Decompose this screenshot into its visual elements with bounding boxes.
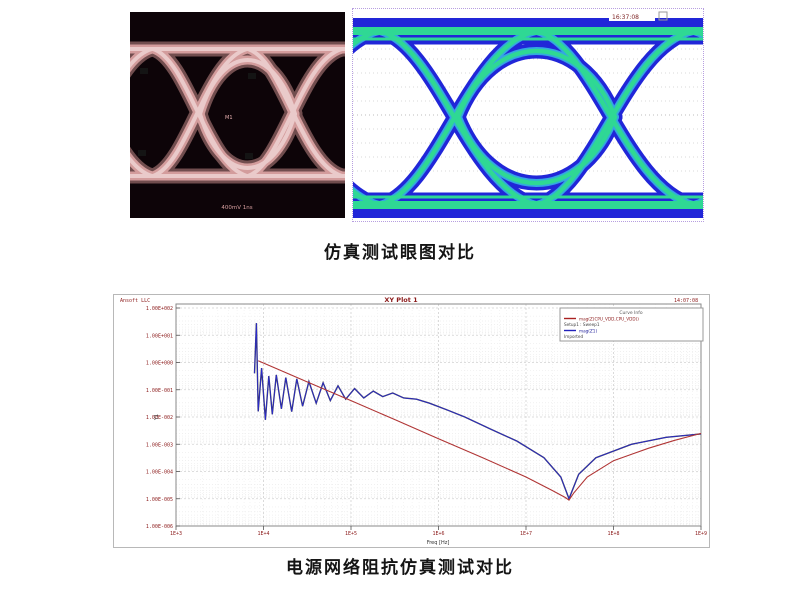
x-tick-label: 1E+3 — [170, 531, 182, 537]
eye-center-readout: M1 — [225, 115, 233, 121]
y-tick-label: 1.00E-005 — [146, 497, 173, 503]
series-line — [254, 323, 702, 500]
y-tick-label: 1.00E+000 — [146, 361, 173, 367]
cursor-markers — [138, 68, 256, 159]
legend-entry-2: mag(Z1) — [579, 329, 597, 334]
legend: Curve Info mag(Z(CPU_VDD,CPU_VDD)) Setup… — [559, 307, 704, 342]
y-tick-label: 1.00E-002 — [146, 415, 173, 421]
measured-eye-svg: M1 400mV 1ns — [130, 12, 345, 218]
xy-plot-svg: 1.00E+002 1.00E+001 1.00E+000 1.00E-001 1.00… — [120, 296, 707, 546]
simulated-eye-diagram: 16:37:08 — [352, 8, 704, 222]
legend-header: Curve Info — [619, 310, 642, 316]
eye-scale-readout: 400mV 1ns — [221, 205, 252, 211]
y-tick-label: 1.00E-006 — [146, 524, 173, 530]
x-tick-label: 1E+5 — [345, 531, 357, 537]
x-axis-title: Freq [Hz] — [427, 540, 450, 546]
legend-entry-1-sub: Setup1 : Sweep1 — [564, 322, 600, 327]
x-tick-label: 1E+7 — [520, 531, 532, 537]
x-tick-label: 1E+6 — [432, 531, 444, 537]
x-tick-label: 1E+4 — [257, 531, 269, 537]
y-tick-label: 1.00E+002 — [146, 306, 173, 312]
legend-entry-1: mag(Z(CPU_VDD,CPU_VDD)) — [579, 317, 639, 322]
y-tick-label: 1.00E-003 — [146, 442, 173, 448]
legend-entry-2-sub: Imported — [564, 334, 583, 339]
plot-title: XY Plot 1 — [384, 296, 418, 304]
x-tick-label: 1E+8 — [607, 531, 619, 537]
x-tick-label: 1E+9 — [695, 531, 707, 537]
caption-impedance-comparison: 电源网络阻抗仿真测试对比 — [286, 558, 514, 578]
measured-eye-diagram: M1 400mV 1ns — [130, 12, 345, 218]
impedance-plot-panel: 1.00E+002 1.00E+001 1.00E+000 1.00E-001 1.00… — [113, 294, 710, 548]
series-line — [257, 360, 702, 501]
y-tick-label: 1.00E-001 — [146, 388, 173, 394]
simulated-eye-svg: 16:37:08 — [353, 9, 703, 221]
y-tick-label: 1.00E-004 — [146, 470, 173, 476]
caption-eye-comparison: 仿真测试眼图对比 — [324, 243, 476, 263]
scope-readout: 16:37:08 — [609, 11, 668, 21]
y-axis-title: Y1 — [154, 414, 160, 421]
y-tick-label: 1.00E+001 — [146, 333, 173, 339]
series-shadow — [253, 323, 702, 501]
corner-label: 14:07:08 — [674, 298, 698, 304]
vendor-label: Ansoft LLC — [120, 298, 150, 304]
svg-text:16:37:08: 16:37:08 — [612, 14, 639, 21]
